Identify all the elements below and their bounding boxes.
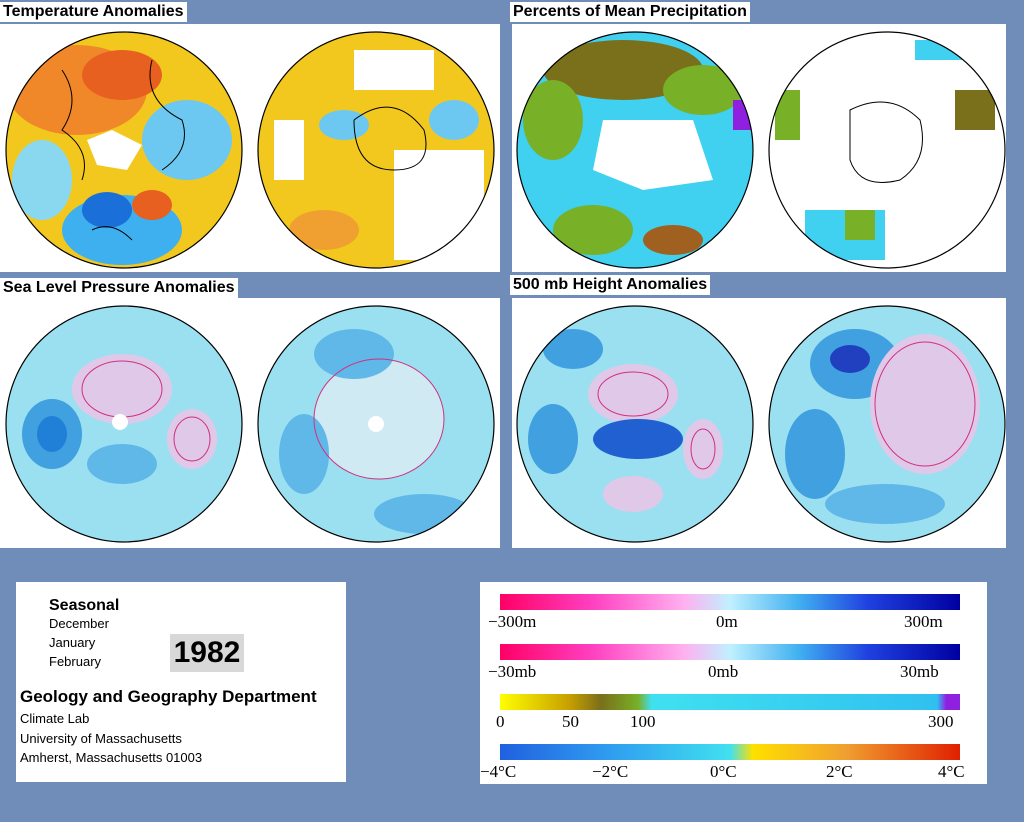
temp-colorbar — [500, 744, 960, 760]
precipitation-map-south — [768, 31, 1006, 269]
month-february: February — [49, 654, 102, 669]
temp-tick-0: 0°C — [710, 762, 737, 781]
height-tick-mid: 0m — [716, 612, 738, 631]
pressure-tick-mid: 0mb — [708, 662, 739, 681]
height-colorbar — [500, 594, 960, 610]
pressure-tick-max: 30mb — [900, 662, 939, 681]
precip-tick-100: 100 — [630, 712, 656, 731]
precip-tick-50: 50 — [562, 712, 579, 731]
info-box: Seasonal December January February 1982 … — [16, 582, 346, 782]
slp-map-north — [5, 305, 243, 543]
height500-title: 500 mb Height Anomalies — [510, 275, 711, 295]
year-badge: 1982 — [170, 634, 244, 672]
info-line-3: Amherst, Massachusetts 01003 — [20, 750, 203, 765]
precipitation-title: Percents of Mean Precipitation — [510, 2, 750, 22]
season-heading: Seasonal — [49, 597, 120, 614]
info-line-2: University of Massachusetts — [20, 731, 182, 746]
height-tick-max: 300m — [904, 612, 943, 631]
slp-map-south — [257, 305, 495, 543]
height500-map-south — [768, 305, 1006, 543]
temperature-map-south — [257, 31, 495, 269]
temp-tick-4: 4°C — [938, 762, 965, 781]
precip-tick-300: 300 — [928, 712, 954, 731]
height-tick-min: −300m — [488, 612, 537, 631]
precipitation-map-north — [516, 31, 754, 269]
pressure-tick-min: −30mb — [488, 662, 537, 681]
month-december: December — [49, 616, 109, 631]
precip-tick-0: 0 — [496, 712, 505, 731]
temperature-map-north — [5, 31, 243, 269]
height500-map-north — [516, 305, 754, 543]
info-line-1: Climate Lab — [20, 711, 90, 726]
temp-tick-minus4: −4°C — [480, 762, 517, 781]
slp-title: Sea Level Pressure Anomalies — [0, 278, 238, 298]
temperature-title: Temperature Anomalies — [0, 2, 187, 22]
color-legend: −300m 0m 300m −30mb 0mb 30mb 0 50 100 30… — [480, 582, 987, 784]
temp-tick-minus2: −2°C — [592, 762, 629, 781]
precip-colorbar — [500, 694, 960, 710]
month-january: January — [49, 635, 96, 650]
department-name: Geology and Geography Department — [20, 687, 317, 706]
pressure-colorbar — [500, 644, 960, 660]
temp-tick-2: 2°C — [826, 762, 853, 781]
